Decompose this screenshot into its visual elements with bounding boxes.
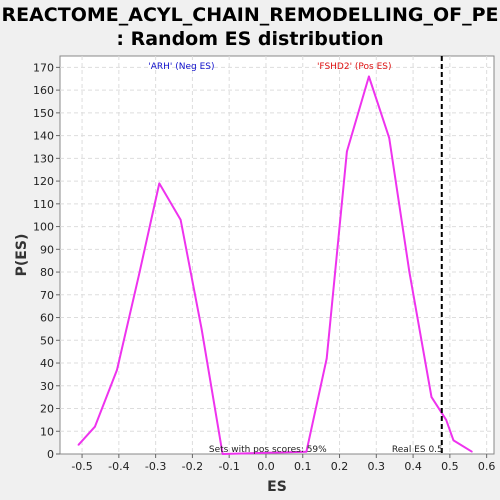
data-point <box>94 425 96 428</box>
y-tick-label: 110 <box>33 198 54 211</box>
sets-pos-scores-label: Sets with pos scores: 59% <box>209 445 327 455</box>
data-point <box>200 328 203 330</box>
y-axis-ticks: 0 10 20 30 40 50 60 70 80 90 100 110 120 130 140 150 160… <box>33 61 60 461</box>
chart-title-line2: : Random ES distribution <box>116 28 384 50</box>
data-point <box>445 419 447 421</box>
data-point <box>388 137 390 139</box>
x-tick-label: 0.2 <box>331 460 349 473</box>
y-tick-label: 50 <box>40 334 54 347</box>
y-tick-label: 130 <box>33 152 54 165</box>
data-point <box>138 273 140 276</box>
x-tick-label: -0.2 <box>182 460 203 473</box>
y-tick-label: 80 <box>40 266 54 279</box>
data-point <box>346 150 348 153</box>
y-tick-label: 70 <box>40 289 54 302</box>
data-point <box>430 396 433 398</box>
y-tick-label: 30 <box>40 380 54 393</box>
data-point <box>325 357 328 360</box>
y-tick-label: 10 <box>40 425 54 438</box>
data-point <box>221 453 224 455</box>
x-tick-label: -0.4 <box>108 460 129 473</box>
y-tick-label: 40 <box>40 357 54 370</box>
x-tick-label: 0.0 <box>257 460 275 473</box>
x-axis-ticks: -0.5 -0.4 -0.3 -0.2 -0.1 0.0 0.1 0.2 0.3 0.4 0.5 0.… <box>71 454 495 473</box>
y-tick-label: 140 <box>33 130 54 143</box>
x-tick-label: -0.5 <box>71 460 92 473</box>
x-tick-label: 0.3 <box>368 460 386 473</box>
x-tick-label: 0.6 <box>478 460 496 473</box>
y-tick-label: 0 <box>47 448 54 461</box>
data-point <box>305 450 308 453</box>
data-point <box>179 218 182 221</box>
y-tick-label: 90 <box>40 243 54 256</box>
data-point <box>116 369 118 371</box>
data-point <box>77 444 80 446</box>
real-es-label: Real ES 0.5 <box>392 445 443 455</box>
y-axis-label: P(ES) <box>14 234 30 277</box>
x-axis-label: ES <box>267 479 287 495</box>
y-tick-label: 120 <box>33 175 54 188</box>
series-line <box>77 75 473 455</box>
series-group <box>77 75 473 455</box>
data-point <box>452 439 455 442</box>
y-tick-label: 150 <box>33 107 54 120</box>
data-point <box>158 182 161 185</box>
y-tick-label: 20 <box>40 403 54 416</box>
y-tick-label: 170 <box>33 61 54 74</box>
x-tick-label: 0.4 <box>404 460 422 473</box>
y-tick-label: 60 <box>40 312 54 325</box>
y-tick-label: 160 <box>33 84 54 97</box>
y-tick-label: 100 <box>33 221 54 234</box>
data-point <box>408 271 411 273</box>
plot-area <box>59 55 495 455</box>
x-tick-label: -0.3 <box>145 460 166 473</box>
grid <box>60 56 494 454</box>
pos-es-label: 'FSHD2' (Pos ES) <box>317 62 392 72</box>
data-point <box>368 75 370 78</box>
x-tick-label: -0.1 <box>218 460 239 473</box>
x-tick-label: 0.5 <box>441 460 459 473</box>
chart-title-line1: REACTOME_ACYL_CHAIN_REMODELLING_OF_PE <box>1 4 499 26</box>
neg-es-label: 'ARH' (Neg ES) <box>148 62 214 72</box>
data-point <box>471 450 473 453</box>
x-tick-label: 0.1 <box>294 460 312 473</box>
